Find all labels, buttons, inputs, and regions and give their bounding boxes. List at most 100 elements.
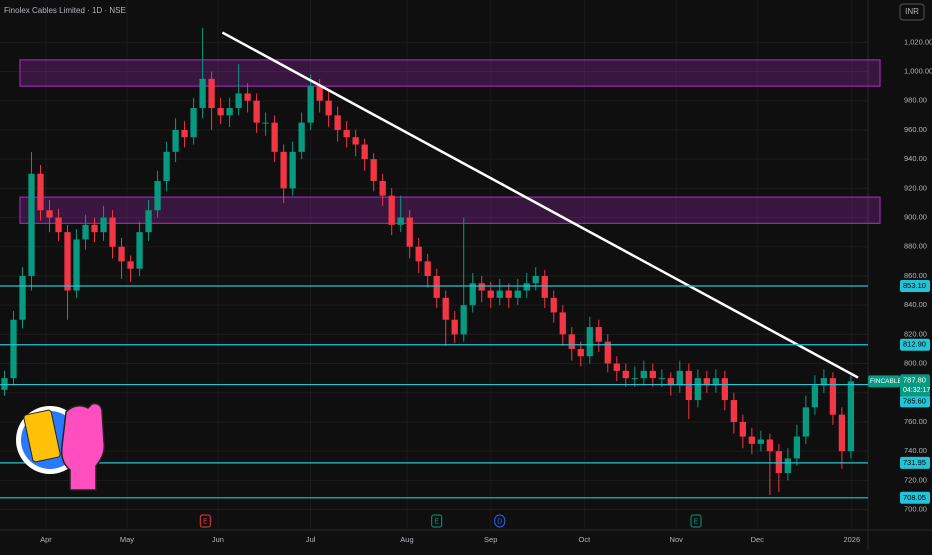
candle-body bbox=[775, 451, 783, 474]
level-tag-label: 708.05 bbox=[903, 493, 926, 502]
candle-body bbox=[91, 224, 98, 233]
candle-body bbox=[208, 78, 215, 109]
x-tick-label: Dec bbox=[751, 535, 765, 544]
candle-body bbox=[496, 290, 503, 298]
candle-body bbox=[19, 275, 26, 320]
candle-body bbox=[640, 370, 647, 379]
candle-body bbox=[325, 100, 332, 116]
candle-body bbox=[604, 341, 611, 364]
candle-body bbox=[397, 217, 404, 225]
candle-body bbox=[253, 100, 260, 123]
y-tick-label: 840.00 bbox=[904, 300, 927, 309]
candle-body bbox=[316, 86, 323, 101]
candle-body bbox=[262, 122, 269, 124]
candle-body bbox=[217, 108, 224, 116]
candle-body bbox=[784, 458, 792, 474]
last-price: 787.80 bbox=[903, 375, 926, 384]
event-marker bbox=[494, 514, 506, 528]
candle-body bbox=[685, 370, 692, 401]
candle-body bbox=[802, 407, 810, 437]
candle-body bbox=[748, 436, 755, 444]
candle-body bbox=[226, 108, 233, 116]
x-tick-label: May bbox=[120, 535, 134, 544]
candle-body bbox=[163, 151, 170, 182]
level-tag bbox=[900, 491, 930, 504]
candle-body bbox=[622, 370, 629, 379]
candle-body bbox=[523, 283, 530, 291]
candle-body bbox=[649, 370, 656, 379]
currency-label: INR bbox=[905, 7, 919, 16]
level-tag-label: 853.10 bbox=[903, 281, 926, 290]
candle-body bbox=[271, 122, 278, 152]
candle-body bbox=[631, 378, 638, 380]
candle-body bbox=[460, 305, 467, 335]
level-tag bbox=[900, 395, 930, 408]
candle-body bbox=[766, 439, 774, 452]
candle-body bbox=[703, 378, 710, 386]
candle-body bbox=[100, 217, 107, 233]
candle-body bbox=[82, 224, 89, 240]
candle-body bbox=[577, 348, 584, 357]
symbol-label: FINCABLES bbox=[870, 378, 907, 385]
event-marker bbox=[199, 514, 211, 528]
candle-body bbox=[109, 217, 116, 247]
chart-title: Finolex Cables Limited · 1D · NSE bbox=[4, 6, 126, 15]
y-tick-label: 740.00 bbox=[904, 446, 927, 455]
x-tick-label: Sep bbox=[484, 535, 497, 544]
event-marker bbox=[690, 514, 702, 528]
event-marker bbox=[431, 514, 443, 528]
y-tick-label: 1,000.00 bbox=[904, 67, 932, 76]
x-tick-label: Apr bbox=[40, 535, 52, 544]
candle-body bbox=[415, 246, 422, 262]
y-tick-label: 720.00 bbox=[904, 475, 927, 484]
y-tick-label: 980.00 bbox=[904, 96, 927, 105]
event-label: E bbox=[203, 518, 208, 525]
y-tick-label: 920.00 bbox=[904, 183, 927, 192]
event-label: D bbox=[497, 518, 502, 525]
candle-body bbox=[712, 378, 719, 386]
candle-body bbox=[730, 400, 737, 422]
logo bbox=[16, 402, 106, 491]
candle-body bbox=[28, 173, 35, 276]
candle-body bbox=[694, 378, 701, 401]
candle-body bbox=[406, 217, 413, 247]
logo-card bbox=[23, 409, 61, 463]
candle-body bbox=[199, 78, 206, 109]
candle-body bbox=[793, 436, 801, 459]
price-tag bbox=[900, 374, 930, 397]
candle-body bbox=[37, 173, 44, 211]
candle-body bbox=[190, 108, 197, 138]
x-tick-label: Nov bbox=[670, 535, 684, 544]
zone bbox=[19, 196, 881, 224]
zone bbox=[19, 59, 881, 87]
x-tick-label: Jun bbox=[212, 535, 224, 544]
candle-body bbox=[847, 381, 855, 452]
y-tick-label: 800.00 bbox=[904, 359, 927, 368]
x-tick-label: Jul bbox=[306, 535, 316, 544]
symbol-tag bbox=[868, 375, 900, 388]
y-tick-label: 940.00 bbox=[904, 154, 927, 163]
candle-body bbox=[298, 122, 305, 152]
currency-button[interactable] bbox=[899, 3, 925, 21]
candle-body bbox=[244, 93, 251, 101]
event-label: E bbox=[694, 518, 699, 525]
candle-body bbox=[289, 151, 296, 189]
event-label: E bbox=[434, 518, 439, 525]
candle-body bbox=[64, 232, 71, 291]
candle-body bbox=[352, 137, 359, 145]
candle-body bbox=[154, 181, 161, 211]
x-tick-label: Aug bbox=[400, 535, 413, 544]
x-tick-label: 2026 bbox=[843, 535, 860, 544]
candle-body bbox=[433, 275, 440, 298]
candle-body bbox=[424, 261, 431, 276]
y-tick-label: 960.00 bbox=[904, 125, 927, 134]
level-tag bbox=[900, 456, 930, 469]
candle-body bbox=[388, 195, 395, 225]
candle-body bbox=[172, 129, 179, 152]
candle-body bbox=[667, 378, 674, 386]
candle-body bbox=[280, 151, 287, 189]
candle-body bbox=[559, 312, 566, 335]
candle-body bbox=[658, 378, 665, 380]
y-tick-label: 860.00 bbox=[904, 271, 927, 280]
